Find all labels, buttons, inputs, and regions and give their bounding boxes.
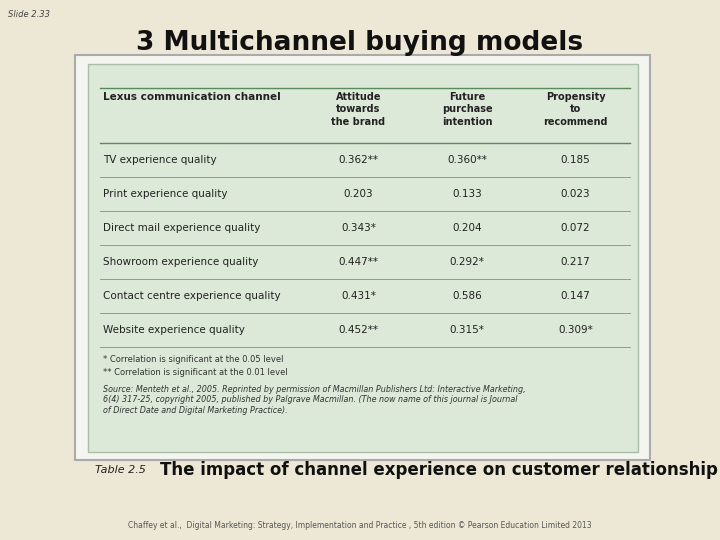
- Text: 0.133: 0.133: [452, 189, 482, 199]
- Text: 0.203: 0.203: [343, 189, 373, 199]
- Text: 0.185: 0.185: [561, 155, 590, 165]
- Text: 0.309*: 0.309*: [558, 325, 593, 335]
- Text: Website experience quality: Website experience quality: [103, 325, 245, 335]
- Text: Source: Menteth et al., 2005. Reprinted by permission of Macmillan Publishers Lt: Source: Menteth et al., 2005. Reprinted …: [103, 385, 526, 415]
- Text: 0.072: 0.072: [561, 223, 590, 233]
- Text: 0.447**: 0.447**: [338, 257, 379, 267]
- Text: Future
purchase
intention: Future purchase intention: [441, 92, 492, 127]
- Text: 0.360**: 0.360**: [447, 155, 487, 165]
- Text: * Correlation is significant at the 0.05 level: * Correlation is significant at the 0.05…: [103, 355, 284, 364]
- Text: TV experience quality: TV experience quality: [103, 155, 217, 165]
- Text: 0.292*: 0.292*: [449, 257, 485, 267]
- Text: The impact of channel experience on customer relationship: The impact of channel experience on cust…: [160, 461, 718, 479]
- Text: 0.147: 0.147: [561, 291, 590, 301]
- Text: Chaffey et al.,  Digital Marketing: Strategy, Implementation and Practice , 5th : Chaffey et al., Digital Marketing: Strat…: [128, 521, 592, 530]
- Text: ** Correlation is significant at the 0.01 level: ** Correlation is significant at the 0.0…: [103, 368, 288, 377]
- Bar: [75, 55, 650, 460]
- Text: 0.343*: 0.343*: [341, 223, 376, 233]
- Text: Table 2.5: Table 2.5: [95, 465, 146, 475]
- Text: 0.362**: 0.362**: [338, 155, 379, 165]
- Text: 0.452**: 0.452**: [338, 325, 379, 335]
- Text: Lexus communication channel: Lexus communication channel: [103, 92, 281, 102]
- Text: 3 Multichannel buying models: 3 Multichannel buying models: [136, 30, 584, 56]
- Text: 0.431*: 0.431*: [341, 291, 376, 301]
- Text: Propensity
to
recommend: Propensity to recommend: [544, 92, 608, 127]
- Text: 0.586: 0.586: [452, 291, 482, 301]
- Text: 0.217: 0.217: [561, 257, 590, 267]
- Bar: [88, 64, 638, 452]
- Text: Contact centre experience quality: Contact centre experience quality: [103, 291, 281, 301]
- Text: Attitude
towards
the brand: Attitude towards the brand: [331, 92, 385, 127]
- Text: 0.204: 0.204: [452, 223, 482, 233]
- Text: 0.315*: 0.315*: [449, 325, 485, 335]
- Text: Showroom experience quality: Showroom experience quality: [103, 257, 258, 267]
- Text: Print experience quality: Print experience quality: [103, 189, 228, 199]
- Text: 0.023: 0.023: [561, 189, 590, 199]
- Text: Slide 2.33: Slide 2.33: [8, 10, 50, 19]
- Text: Direct mail experience quality: Direct mail experience quality: [103, 223, 261, 233]
